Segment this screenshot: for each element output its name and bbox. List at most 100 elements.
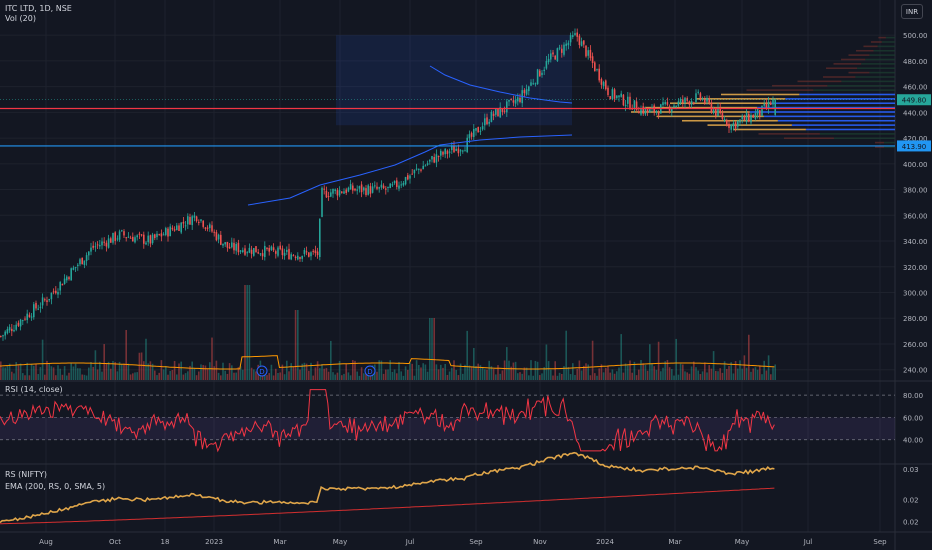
candle-body: [717, 108, 719, 116]
volume-bar: [440, 364, 442, 380]
candle-body: [292, 255, 295, 257]
candle: [556, 47, 559, 63]
rs-label[interactable]: RS (NIFTY): [5, 470, 47, 479]
candle: [492, 110, 495, 121]
volume-label[interactable]: Vol (20): [5, 14, 36, 23]
candle: [552, 49, 554, 57]
candle-body: [184, 225, 187, 227]
volume-bar: [22, 373, 24, 380]
candle-body: [512, 100, 515, 103]
rsi-label[interactable]: RSI (14, close): [5, 385, 63, 394]
candle: [655, 110, 658, 115]
candle-body: [171, 227, 174, 230]
candle-body: [712, 109, 715, 113]
candle: [704, 96, 706, 106]
candle-body: [499, 107, 501, 118]
candle: [59, 280, 61, 295]
candle: [618, 95, 620, 102]
price-tick-label: 240.00: [903, 367, 928, 375]
volume-bar: [220, 375, 222, 380]
candle-body: [257, 252, 259, 254]
candle: [415, 163, 418, 171]
volume-bar: [759, 365, 761, 380]
candle-body: [39, 306, 42, 308]
candle-body: [435, 154, 438, 163]
symbol-title[interactable]: ITC LTD, 1D, NSE: [5, 4, 72, 13]
candle: [369, 182, 372, 198]
candle-body: [72, 267, 75, 270]
volume-bar: [352, 360, 354, 380]
volume-bar: [2, 367, 4, 380]
candle: [737, 120, 739, 130]
candle: [63, 274, 66, 285]
candle-body: [121, 230, 123, 232]
volume-bar: [750, 371, 752, 380]
candle: [228, 242, 231, 249]
volume-bar: [741, 368, 743, 380]
candle-body: [380, 184, 383, 188]
candle: [112, 232, 114, 245]
currency-button[interactable]: INR: [901, 4, 923, 19]
vp-bar-buy: [877, 45, 895, 48]
volume-bar: [319, 368, 321, 380]
candle-body: [448, 151, 451, 153]
candle-body: [125, 237, 127, 239]
candle: [41, 293, 44, 309]
candle-body: [741, 116, 743, 120]
volume-bar: [635, 375, 638, 380]
candle: [607, 85, 609, 97]
candle-body: [721, 113, 724, 119]
candle: [743, 114, 746, 121]
date-range-box: [336, 35, 572, 126]
candle: [319, 218, 321, 261]
volume-bar: [512, 362, 515, 380]
candle: [154, 233, 156, 241]
volume-bar: [312, 375, 314, 380]
candle: [407, 172, 409, 181]
candle-body: [13, 329, 15, 332]
vp-bar-buy: [869, 54, 895, 56]
price-tick-label: 380.00: [903, 187, 928, 195]
candle-body: [673, 105, 675, 108]
candle-body: [459, 150, 462, 152]
candle-body: [44, 299, 46, 301]
volume-bar: [336, 372, 339, 380]
volume-bar: [292, 366, 295, 380]
vp-bar-buy: [884, 146, 895, 148]
candle-body: [600, 79, 603, 85]
ema-label[interactable]: EMA (200, RS, 0, SMA, 5): [5, 482, 106, 491]
rsi-tick-label: 80.00: [903, 392, 923, 400]
candle-body: [367, 185, 369, 195]
candle-body: [204, 227, 207, 229]
candle-body: [162, 234, 165, 236]
time-axis-label: Mar: [273, 538, 286, 546]
volume-bar: [668, 367, 671, 380]
candle: [378, 186, 380, 193]
candle-body: [442, 151, 444, 155]
candle-body: [541, 72, 543, 76]
candle: [497, 108, 499, 117]
volume-bar: [484, 369, 486, 380]
candle: [611, 87, 614, 101]
volume-bar: [552, 375, 554, 380]
candle: [275, 249, 277, 259]
candle: [558, 44, 561, 51]
volume-bar: [422, 363, 424, 380]
candle: [400, 180, 402, 189]
volume-bar: [323, 368, 325, 380]
candle: [103, 237, 105, 246]
volume-bar: [303, 362, 306, 380]
candle-body: [151, 234, 154, 244]
vp-bar-buy: [881, 41, 895, 43]
volume-bar: [561, 374, 563, 380]
volume-bar: [657, 341, 660, 380]
candle: [748, 111, 750, 123]
candle-body: [739, 119, 741, 123]
volume-bar: [393, 369, 396, 380]
candle: [244, 245, 246, 257]
volume-bar: [605, 367, 607, 380]
rsi-band: [0, 417, 895, 440]
candle-body: [310, 252, 312, 257]
candle: [290, 252, 292, 261]
